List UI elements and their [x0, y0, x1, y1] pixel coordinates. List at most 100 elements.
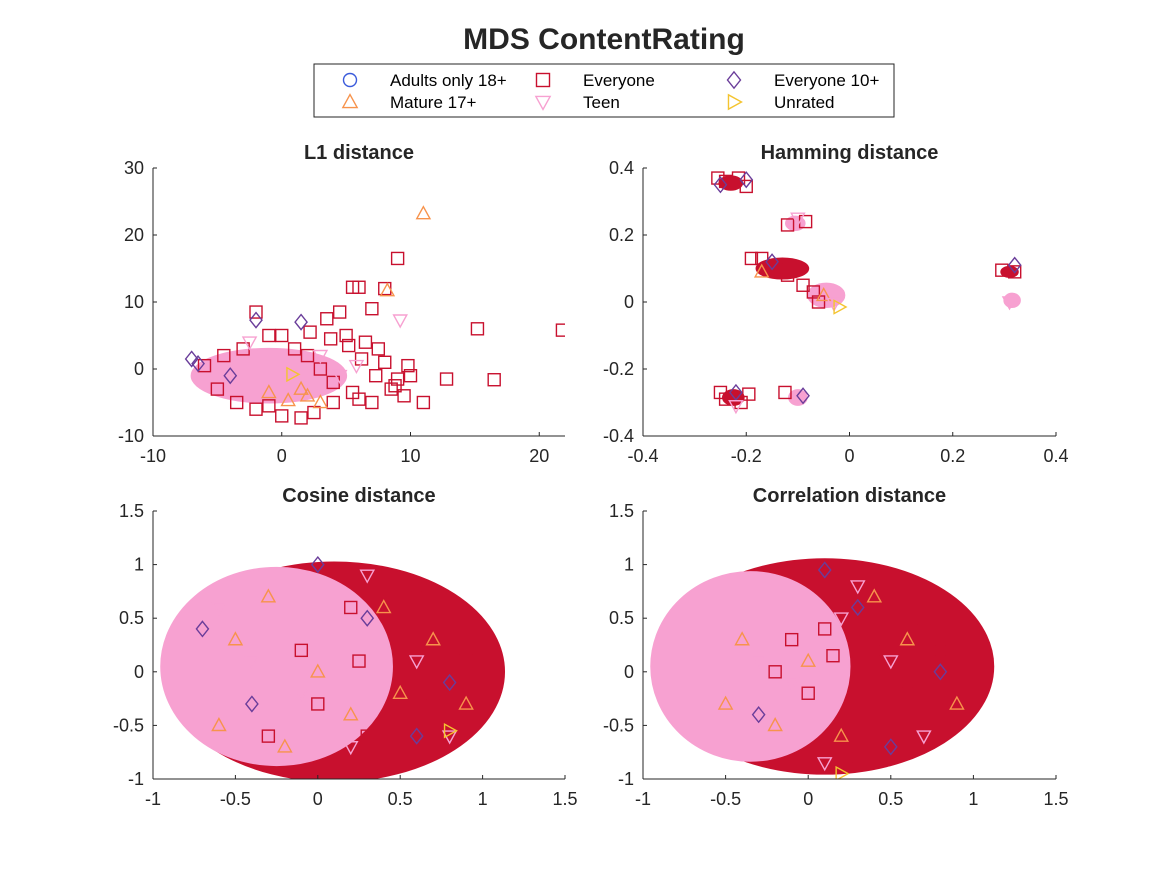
data-point [729, 383, 743, 402]
legend-entry: Everyone [535, 71, 655, 90]
data-point [241, 336, 258, 351]
data-point [403, 369, 418, 383]
data-point [369, 369, 383, 383]
data-point [917, 611, 931, 625]
data-point [191, 355, 205, 373]
x-tick-label: -10 [140, 446, 166, 466]
legend-marker [727, 93, 743, 111]
panel-hamming-distance: -0.4 -0.2 0 0.2 0.4 -0.4 -0.2 0 0.2 0.4 Hamming di… [603, 142, 1069, 466]
data-point [416, 395, 431, 410]
x-tick-label: 10 [400, 446, 420, 466]
data-point [294, 313, 308, 331]
y-tick-label: 1.5 [119, 501, 144, 521]
data-point [833, 727, 850, 742]
data-point [310, 663, 326, 678]
y-tick-label: 10 [124, 292, 144, 312]
data-point [806, 285, 821, 299]
series-everyone-10- [751, 561, 948, 756]
series-mature-17- [211, 588, 474, 753]
data-point [833, 612, 850, 627]
data-point [392, 314, 408, 329]
plot-marks [650, 558, 995, 779]
data-point [244, 695, 259, 713]
data-point [342, 706, 359, 721]
y-tick-label: 0 [134, 359, 144, 379]
legend-label: Teen [583, 93, 620, 112]
data-point [780, 268, 795, 282]
y-tick-label: 0 [624, 662, 634, 682]
data-point [778, 385, 792, 400]
y-tick-label: -0.4 [603, 426, 634, 446]
data-point [294, 411, 308, 425]
data-point [244, 655, 260, 670]
y-tick-label: -0.5 [113, 715, 144, 735]
data-point [1007, 256, 1022, 274]
data-point [734, 631, 750, 646]
data-point [744, 251, 759, 266]
panel-l1-distance: -10 0 10 20 -10 0 10 20 30 L1 distance [118, 142, 565, 466]
data-point [262, 399, 276, 413]
data-point [217, 348, 231, 363]
data-point [229, 395, 244, 410]
data-point [375, 599, 392, 614]
figure-title: MDS ContentRating [463, 23, 745, 56]
data-point [409, 727, 424, 745]
y-tick-label: 0.5 [119, 608, 144, 628]
data-point [211, 601, 227, 616]
data-point [849, 580, 866, 595]
legend-marker [342, 72, 358, 88]
data-point [312, 394, 329, 409]
data-point [293, 687, 310, 702]
data-point [426, 686, 440, 700]
data-point [197, 358, 212, 373]
data-point [260, 588, 277, 603]
data-point [768, 665, 782, 679]
y-tick-label: 1.5 [609, 501, 634, 521]
data-point [365, 395, 379, 410]
series-everyone-10- [713, 171, 1022, 405]
data-point [867, 643, 881, 658]
data-point [286, 366, 301, 383]
legend-box [313, 63, 895, 118]
data-point [916, 730, 932, 745]
data-point [261, 729, 276, 743]
legend-label: Everyone [583, 71, 655, 90]
data-point [815, 286, 832, 302]
series-mature-17- [717, 588, 965, 742]
data-point [859, 622, 873, 636]
data-point [339, 328, 353, 343]
panel-correlation-distance: -1 -0.5 0 0.5 1 1.5 -1 -0.5 0 0.5 1 1.5 Correlation … [603, 485, 1069, 809]
data-point [718, 392, 733, 406]
data-point [811, 295, 826, 309]
legend-marker [341, 93, 359, 109]
data-point [796, 278, 810, 292]
legend-label: Unrated [774, 93, 834, 112]
data-point [818, 622, 832, 636]
series-teen [728, 212, 1018, 415]
data-point [379, 282, 396, 297]
data-point [195, 620, 210, 638]
data-point [310, 555, 325, 574]
y-tick-label: -0.2 [603, 359, 634, 379]
data-point [884, 600, 898, 615]
legend: Adults only 18+ Everyone Everyone 10+ Matur… [313, 63, 895, 118]
legend-entry: Teen [534, 93, 620, 112]
data-point [227, 631, 244, 646]
x-tick-label: -0.5 [710, 789, 741, 809]
data-point [949, 695, 965, 710]
data-point [767, 717, 783, 732]
data-point [287, 342, 302, 356]
data-point [713, 176, 728, 194]
data-point [817, 561, 832, 579]
data-point [751, 706, 766, 724]
data-point [345, 385, 360, 400]
data-point [833, 299, 848, 315]
data-point [850, 598, 865, 617]
series-unrated [443, 722, 458, 739]
data-point [866, 588, 883, 603]
data-point [326, 623, 343, 638]
data-point [408, 655, 425, 670]
y-tick-label: -10 [118, 426, 144, 446]
x-tick-label: 0.4 [1043, 446, 1068, 466]
data-point [300, 348, 315, 363]
